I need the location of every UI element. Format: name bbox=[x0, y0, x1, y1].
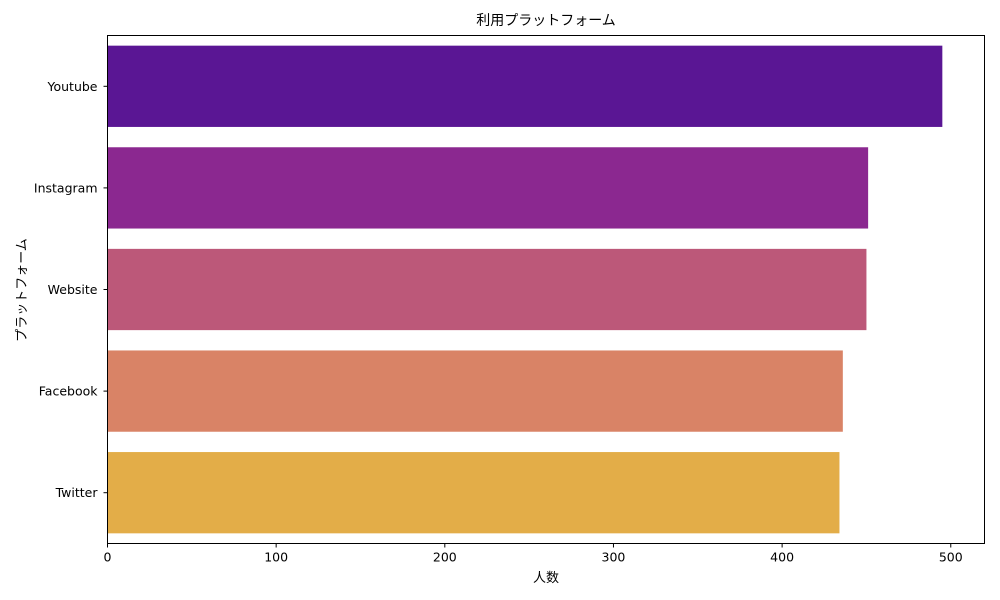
y-axis-label: プラットフォーム bbox=[15, 238, 30, 342]
y-ticks-group: Youtube Instagram Website Facebook Twitter bbox=[34, 79, 108, 500]
bar-twitter bbox=[107, 452, 840, 534]
y-tick-label: Facebook bbox=[39, 384, 98, 399]
chart-title: 利用プラットフォーム bbox=[476, 13, 616, 29]
bar-facebook bbox=[107, 350, 843, 432]
y-tick-label: Youtube bbox=[47, 79, 98, 94]
x-ticks-group: 0 100 200 300 400 500 bbox=[104, 543, 963, 565]
bar-instagram bbox=[107, 147, 869, 229]
x-tick-label: 0 bbox=[104, 550, 112, 565]
x-tick-label: 500 bbox=[939, 550, 963, 565]
bar-youtube bbox=[107, 45, 943, 127]
x-axis-label: 人数 bbox=[533, 571, 559, 586]
bars-group bbox=[107, 45, 943, 534]
y-tick-label: Instagram bbox=[34, 180, 98, 195]
y-tick-label: Twitter bbox=[55, 485, 99, 500]
x-tick-label: 300 bbox=[602, 550, 626, 565]
y-tick-label: Website bbox=[48, 282, 98, 297]
x-tick-label: 400 bbox=[770, 550, 794, 565]
plot-frame bbox=[107, 35, 985, 544]
x-tick-label: 100 bbox=[264, 550, 288, 565]
bar-website bbox=[107, 248, 867, 331]
x-tick-label: 200 bbox=[433, 550, 457, 565]
